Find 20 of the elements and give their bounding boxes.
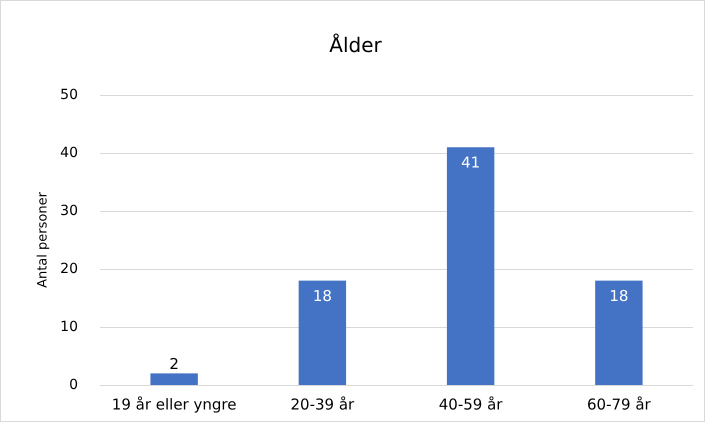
data-label: 18 (609, 287, 628, 306)
y-tick-label: 30 (60, 203, 78, 219)
x-tick-label: 40-59 år (438, 396, 504, 414)
bar (446, 147, 494, 385)
chart-title: Ålder (329, 33, 383, 57)
y-tick-label: 50 (60, 87, 78, 103)
x-tick-label: 19 år eller yngre (112, 396, 236, 414)
bar (150, 373, 198, 385)
data-label: 2 (169, 354, 179, 373)
y-axis-title: Antal personer (35, 191, 50, 288)
bar (298, 280, 346, 385)
bar (595, 280, 643, 385)
y-tick-label: 0 (69, 377, 78, 393)
y-tick-label: 20 (60, 261, 78, 277)
y-tick-label: 40 (60, 145, 78, 161)
x-tick-label: 20-39 år (290, 396, 356, 414)
x-tick-label: 60-79 år (587, 396, 652, 414)
data-label: 41 (461, 154, 480, 172)
data-label: 18 (312, 287, 332, 306)
y-tick-label: 10 (60, 319, 78, 335)
